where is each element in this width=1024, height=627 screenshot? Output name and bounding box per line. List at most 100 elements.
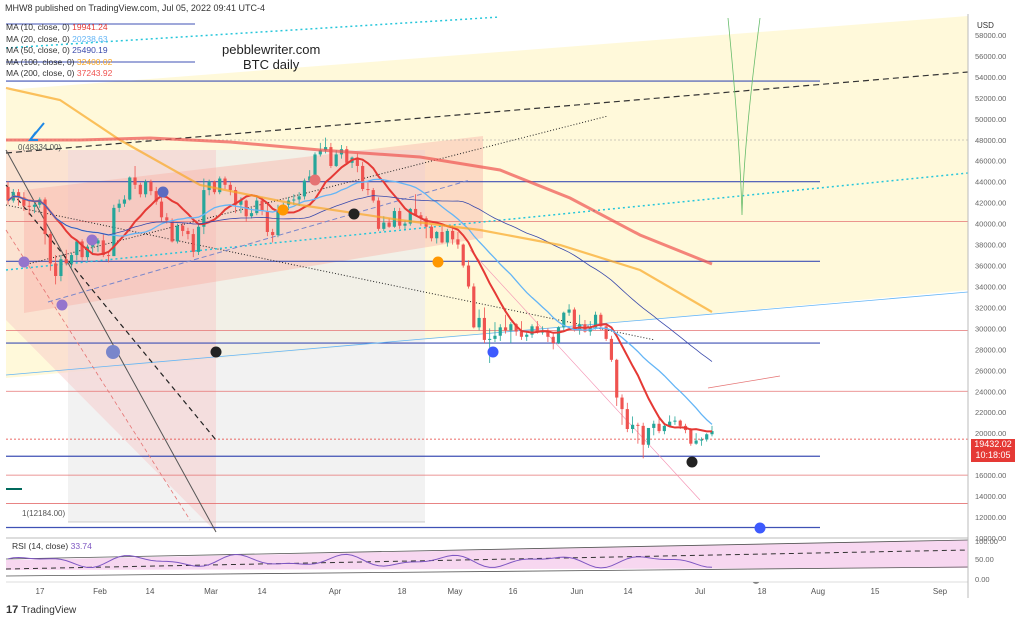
legend-value: 32400.02 <box>76 56 113 67</box>
y-tick-label: 40000.00 <box>975 220 1006 229</box>
tradingview-logo-icon: 17 <box>6 604 19 616</box>
candle-body <box>556 327 561 344</box>
ma20-line <box>7 178 713 425</box>
candle-body <box>234 190 238 205</box>
y-tick-label: 42000.00 <box>975 199 1006 208</box>
candle-body <box>154 191 158 202</box>
rsi-label-text: RSI (14, close) <box>12 541 69 551</box>
candle-body <box>710 431 714 435</box>
candle-body <box>69 255 74 264</box>
candle-body <box>249 213 254 217</box>
candle-body <box>16 192 21 198</box>
candle-body <box>223 178 227 185</box>
candle-body <box>6 186 10 201</box>
legend-row-ma10[interactable]: MA (10, close, 0) 19941.24 <box>6 22 112 34</box>
candle-body <box>144 181 148 195</box>
candle-body <box>678 420 682 426</box>
candle-body <box>413 208 418 216</box>
legend-row-ma200[interactable]: MA (200, close, 0) 37243.92 <box>6 68 112 80</box>
rsi-trend-lower <box>5 566 969 577</box>
rsi-band-pink <box>6 540 968 570</box>
x-tick-label: 15 <box>871 587 880 596</box>
candle-body <box>477 317 481 328</box>
last-price-value: 19432.02 <box>974 439 1012 449</box>
y-tick-label: 32000.00 <box>975 303 1006 312</box>
trendline-cyan-mid <box>5 172 969 271</box>
candle-body <box>488 338 492 340</box>
x-tick-label: Aug <box>811 587 825 596</box>
candle-body <box>239 200 243 205</box>
candle-body <box>32 204 37 207</box>
rsi-value: 33.74 <box>70 541 92 551</box>
legend-row-ma100[interactable]: MA (100, close, 0) 32400.02 <box>6 57 112 69</box>
x-tick-label: Feb <box>93 587 107 596</box>
candle-body <box>170 220 174 242</box>
candle-body <box>408 208 412 224</box>
legend-value: 25490.19 <box>72 45 108 56</box>
candle-body <box>85 246 89 258</box>
candle-body <box>668 421 672 426</box>
candle-body <box>593 314 598 328</box>
wedge-line-2 <box>5 184 217 441</box>
legend-row-ma20[interactable]: MA (20, close, 0) 20238.63 <box>6 34 112 46</box>
candle-body <box>525 334 529 337</box>
candle-body <box>59 259 63 276</box>
y-tick-label: 36000.00 <box>975 262 1006 271</box>
candle-body <box>604 326 608 339</box>
candle-body <box>699 439 704 441</box>
x-tick-label: May <box>447 587 462 596</box>
candle-body <box>662 425 666 432</box>
candle-body <box>694 440 698 444</box>
candle-body <box>101 240 105 256</box>
marker-dot <box>754 522 766 534</box>
ma50-line <box>7 195 713 362</box>
x-tick-label: Jun <box>571 587 584 596</box>
candle-body <box>313 154 317 177</box>
candle-body <box>419 215 423 219</box>
watermark: pebblewriter.com BTC daily <box>222 42 320 72</box>
rsi-line <box>7 553 713 569</box>
candle-body <box>376 200 381 229</box>
x-tick-label: Mar <box>204 587 218 596</box>
candle-body <box>456 239 460 245</box>
legend-row-ma50[interactable]: MA (50, close, 0) 25490.19 <box>6 45 112 57</box>
candle-body <box>297 196 301 200</box>
x-tick-label: 14 <box>258 587 267 596</box>
candle-body <box>503 327 508 331</box>
wedge-line-1 <box>5 149 217 533</box>
marker-dot <box>56 299 68 311</box>
candle-body <box>181 225 185 231</box>
candle-body <box>472 286 476 328</box>
candle-body <box>641 425 645 445</box>
candle-body <box>514 324 518 332</box>
marker-dot <box>86 234 98 246</box>
x-tick-label: 18 <box>758 587 767 596</box>
candle-body <box>615 359 619 398</box>
candle-body <box>366 189 370 191</box>
candle-body <box>202 190 206 227</box>
rsi-tick-label: 0.00 <box>975 575 990 584</box>
candle-body <box>117 203 121 208</box>
candle-body <box>451 230 455 240</box>
fib-low-label: 1(12184.00) <box>22 509 65 518</box>
candle-body <box>440 231 444 243</box>
candle-body <box>673 420 677 422</box>
last-price-tag: 19432.02 10:18:05 <box>971 439 1015 462</box>
rsi-legend[interactable]: RSI (14, close) 33.74 <box>12 541 92 551</box>
candle-body <box>652 423 656 428</box>
tradingview-logo[interactable]: 17 TradingView <box>6 604 76 616</box>
legend-value: 20238.63 <box>72 33 108 44</box>
marker-dot <box>432 256 444 268</box>
marker-dot <box>487 346 499 358</box>
bar-countdown: 10:18:05 <box>975 450 1011 460</box>
x-tick-label: 14 <box>624 587 633 596</box>
candle-body <box>112 207 116 257</box>
candle-body <box>387 222 391 227</box>
candle-body <box>572 309 576 330</box>
y-tick-label: 10000.00 <box>975 534 1006 543</box>
candle-body <box>562 312 566 328</box>
candle-body <box>329 147 333 166</box>
x-tick-label: 17 <box>36 587 45 596</box>
